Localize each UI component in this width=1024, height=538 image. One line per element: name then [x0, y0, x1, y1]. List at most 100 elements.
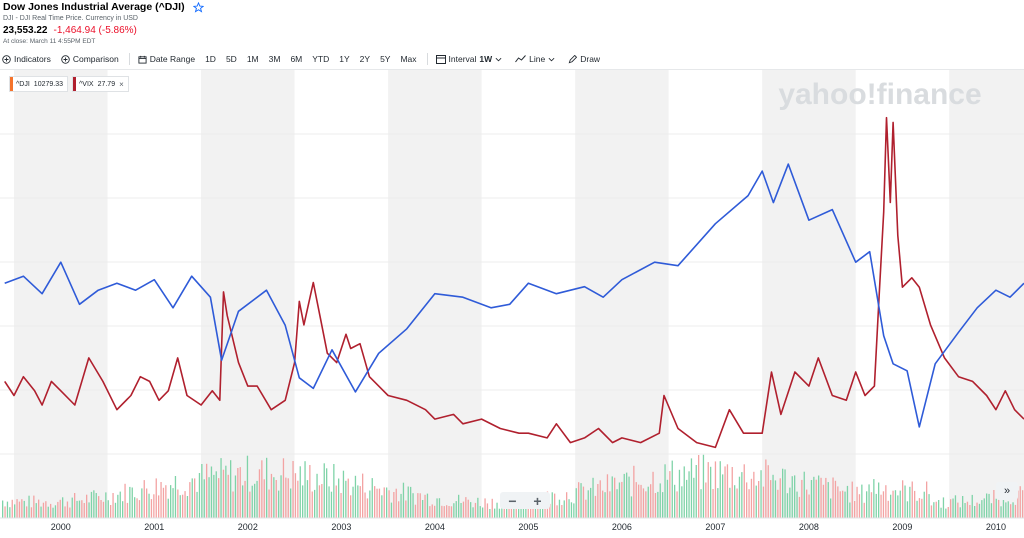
- x-tick-label: 2000: [51, 522, 71, 532]
- volume-bar: [162, 487, 165, 518]
- star-icon[interactable]: [192, 1, 204, 13]
- date-range-button[interactable]: Date Range: [138, 54, 195, 64]
- range-3m[interactable]: 3M: [268, 54, 281, 64]
- scroll-right-button[interactable]: »: [996, 482, 1018, 500]
- volume-bar: [748, 489, 750, 518]
- volume-bar: [150, 499, 153, 518]
- volume-bar: [854, 501, 856, 518]
- range-1d[interactable]: 1D: [205, 54, 216, 64]
- volume-bar: [326, 468, 328, 518]
- volume-bar: [78, 500, 81, 518]
- volume-bar: [95, 493, 97, 518]
- indicators-button[interactable]: Indicators: [2, 54, 51, 64]
- legend-vix[interactable]: ^VIX 27.79 ×: [72, 76, 129, 92]
- volume-bar: [861, 484, 863, 518]
- volume-bar: [486, 503, 489, 518]
- volume-bar: [364, 492, 366, 518]
- range-max[interactable]: Max: [400, 54, 417, 64]
- volume-bar: [345, 480, 347, 518]
- volume-bar: [995, 498, 997, 518]
- volume-bar: [623, 473, 625, 518]
- volume-bar: [988, 493, 990, 518]
- range-ytd[interactable]: YTD: [312, 54, 330, 64]
- volume-bar: [664, 464, 666, 518]
- volume-bar: [362, 473, 364, 518]
- range-5d[interactable]: 5D: [225, 54, 237, 64]
- volume-bar: [628, 476, 630, 518]
- volume-bar: [448, 506, 450, 518]
- volume-bar: [131, 487, 133, 518]
- volume-bar: [873, 479, 875, 518]
- volume-bar: [455, 501, 457, 518]
- volume-bar: [378, 488, 381, 518]
- legend-dji[interactable]: ^DJI 10279.33: [9, 76, 68, 92]
- volume-bar: [467, 499, 469, 518]
- volume-bar: [230, 460, 232, 518]
- volume-bar: [69, 507, 71, 518]
- range-1y[interactable]: 1Y: [339, 54, 350, 64]
- range-1m[interactable]: 1M: [246, 54, 259, 64]
- volume-bar: [388, 490, 390, 518]
- volume-bar: [719, 461, 721, 518]
- volume-bar: [993, 490, 995, 518]
- zoom-out-button[interactable]: −: [508, 492, 517, 509]
- volume-bar: [904, 485, 906, 518]
- volume-bar: [556, 505, 558, 518]
- volume-bar: [671, 460, 673, 518]
- volume-bar: [292, 461, 294, 518]
- volume-bar: [983, 498, 985, 518]
- zoom-controls: − +: [500, 492, 550, 509]
- volume-bar: [232, 491, 234, 518]
- volume-bar: [28, 495, 30, 518]
- remove-comparison-icon[interactable]: ×: [119, 79, 124, 89]
- range-2y[interactable]: 2Y: [359, 54, 371, 64]
- volume-bar: [702, 454, 705, 518]
- volume-bar: [1007, 501, 1009, 518]
- page-title: Dow Jones Industrial Average (^DJI): [3, 1, 185, 13]
- volume-bar: [429, 506, 431, 518]
- volume-bar: [186, 496, 189, 518]
- volume-bar: [566, 492, 568, 518]
- volume-bar: [731, 467, 733, 518]
- volume-bar: [359, 486, 361, 518]
- chart-toolbar: Indicators Comparison Date Range 1D 5D 1…: [2, 52, 610, 66]
- volume-bar: [683, 466, 685, 518]
- price-chart[interactable]: yahoo!finance 2000 2001 2002 2003 2004 2005 20…: [0, 70, 1024, 538]
- volume-bar: [182, 494, 184, 518]
- line-type-dropdown[interactable]: Line: [515, 54, 558, 64]
- volume-bar: [741, 472, 743, 518]
- interval-label: Interval: [448, 54, 477, 64]
- volume-bar: [299, 466, 301, 518]
- volume-bar: [191, 478, 193, 518]
- volume-bar: [160, 482, 162, 518]
- dji-swatch: [10, 77, 13, 91]
- volume-bar: [962, 496, 964, 518]
- volume-bar: [2, 500, 4, 518]
- volume-bar: [474, 502, 477, 518]
- volume-bar: [234, 475, 237, 518]
- legend-dji-value: 10279.33: [33, 80, 63, 88]
- interval-dropdown[interactable]: Interval 1W: [435, 54, 506, 64]
- volume-bar: [194, 478, 196, 518]
- zoom-in-button[interactable]: +: [533, 492, 542, 509]
- volume-bar: [40, 506, 42, 518]
- range-5y[interactable]: 5Y: [380, 54, 391, 64]
- volume-bar: [165, 485, 167, 518]
- volume-bar: [794, 475, 796, 518]
- draw-button[interactable]: Draw: [568, 54, 600, 64]
- volume-bar: [611, 476, 613, 518]
- comparison-button[interactable]: Comparison: [61, 54, 119, 64]
- volume-bar: [758, 481, 760, 518]
- volume-bar: [714, 461, 717, 518]
- volume-bar: [14, 504, 16, 518]
- horizontal-gridlines: [0, 133, 1024, 455]
- volume-bar: [9, 507, 11, 518]
- volume-bar: [383, 487, 385, 518]
- year-bands: [14, 70, 1024, 518]
- volume-bar: [172, 488, 174, 518]
- range-6m[interactable]: 6M: [290, 54, 303, 64]
- volume-bar: [494, 508, 496, 518]
- volume-bar: [318, 485, 321, 518]
- volume-bar: [117, 494, 119, 518]
- volume-bar: [83, 503, 85, 518]
